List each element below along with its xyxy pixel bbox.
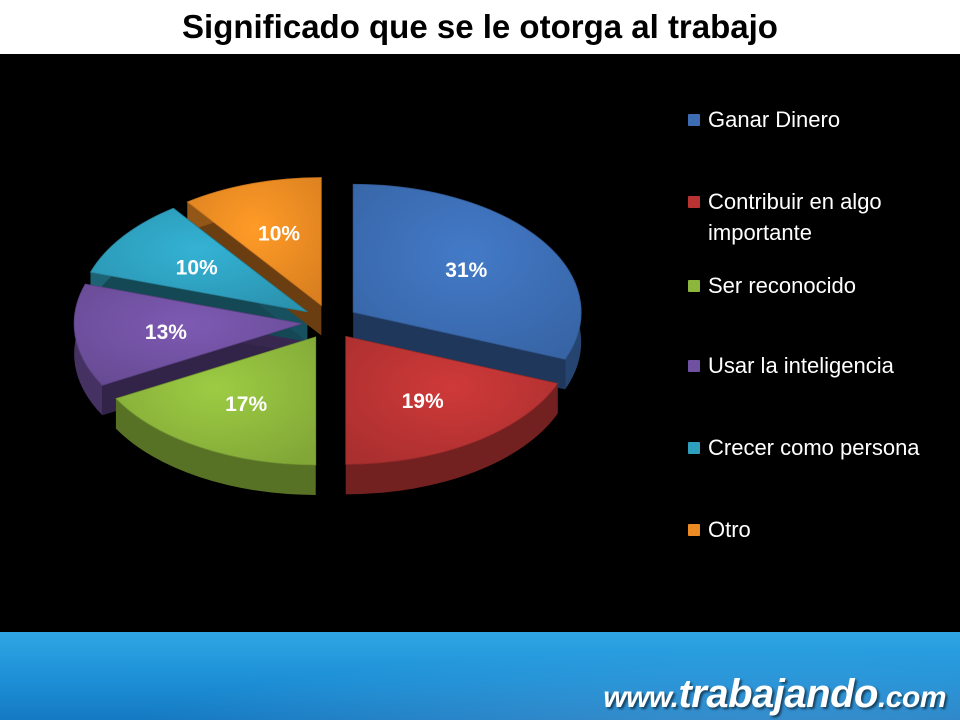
pie-slice-0 xyxy=(352,183,582,360)
legend-swatch xyxy=(688,196,700,208)
legend-label: Usar la inteligencia xyxy=(708,353,894,378)
data-label: 10% xyxy=(176,257,218,280)
legend-label: Contribuir en algo importante xyxy=(708,189,882,245)
brand-logo: www.trabajando.com xyxy=(603,672,946,716)
data-label: 19% xyxy=(402,390,444,413)
legend-swatch xyxy=(688,442,700,454)
legend-item-usar-inteligencia: Usar la inteligencia xyxy=(688,350,958,381)
legend-item-otro: Otro xyxy=(688,514,958,545)
pie-slice-3 xyxy=(73,283,303,386)
slice-wall-end xyxy=(353,312,566,390)
legend-label: Ser reconocido xyxy=(708,273,856,298)
pie-slice-2 xyxy=(115,336,317,466)
legend-label: Otro xyxy=(708,517,751,542)
data-label: 13% xyxy=(145,321,187,344)
data-label: 31% xyxy=(445,259,487,282)
pie-slice-4 xyxy=(89,207,308,313)
legend-item-crecer-persona: Crecer como persona xyxy=(688,432,958,463)
legend-item-ganar-dinero: Ganar Dinero xyxy=(688,104,958,135)
pie-slice-5 xyxy=(186,177,322,307)
legend-swatch xyxy=(688,114,700,126)
slice-outer-wall xyxy=(115,398,316,495)
pie-labels: 31% 19% 17% 13% 10% 10% xyxy=(145,222,488,416)
pie-slice-1 xyxy=(345,335,559,465)
slice-outer-wall xyxy=(345,383,558,495)
legend-swatch xyxy=(688,360,700,372)
legend-item-contribuir: Contribuir en algo importante xyxy=(688,186,958,248)
footer-banner: www.trabajando.com xyxy=(0,632,960,720)
legend-swatch xyxy=(688,524,700,536)
data-label: 10% xyxy=(258,222,300,245)
legend-swatch xyxy=(688,280,700,292)
data-label: 17% xyxy=(225,393,267,416)
legend-item-ser-reconocido: Ser reconocido xyxy=(688,270,958,301)
chart-title: Significado que se le otorga al trabajo xyxy=(0,4,960,54)
pie-tops xyxy=(73,177,582,466)
legend-label: Ganar Dinero xyxy=(708,107,841,132)
legend-label: Crecer como persona xyxy=(708,435,920,460)
